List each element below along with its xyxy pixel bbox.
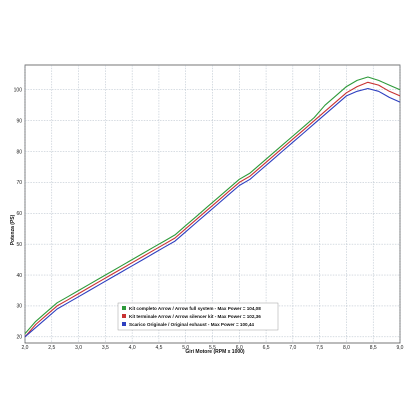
x-tick-label: 5,5 — [209, 345, 216, 351]
x-tick-label: 8,0 — [343, 345, 350, 351]
y-tick-label: 30 — [16, 304, 22, 310]
x-tick-label: 9,0 — [397, 345, 404, 351]
legend-entry-silencer-kit: Kit terminale Arrow / Arrow silencer kit… — [129, 314, 261, 319]
x-tick-label: 3,0 — [75, 345, 82, 351]
legend-entry-original-exhaust: Scarico Originale / Original exhaust - M… — [129, 322, 254, 327]
y-axis-ticks: 20 30 40 50 60 70 80 90 100 — [14, 88, 23, 341]
x-tick-label: 7,5 — [316, 345, 323, 351]
y-tick-label: 100 — [14, 88, 23, 94]
series-lines — [24, 76, 401, 338]
x-axis-ticks: 2,0 2,5 3,0 3,5 4,0 4,5 5,0 5,5 6,0 6,5 7,0 7,5 8,0 8… — [22, 345, 404, 351]
series-line-full-system — [24, 76, 401, 335]
y-tick-label: 60 — [16, 211, 22, 217]
y-tick-label: 80 — [16, 149, 22, 155]
y-tick-label: 20 — [16, 335, 22, 341]
x-tick-label: 2,5 — [48, 345, 55, 351]
legend-swatch-full-system — [122, 306, 126, 310]
grid — [24, 65, 401, 343]
legend-swatch-silencer-kit — [122, 314, 126, 318]
series-line-silencer-kit — [24, 81, 401, 338]
y-tick-label: 40 — [16, 273, 22, 279]
x-axis-label: Giri Motore (RPM x 1000) — [185, 349, 245, 355]
legend-box — [117, 302, 279, 331]
y-axis-label: Potenza (PS) — [10, 214, 16, 245]
y-tick-label: 50 — [16, 242, 22, 248]
x-tick-label: 6,5 — [263, 345, 270, 351]
y-tick-label: 90 — [16, 118, 22, 124]
x-tick-label: 5,0 — [182, 345, 189, 351]
x-tick-label: 3,5 — [102, 345, 109, 351]
legend-entry-full-system: Kit completo Arrow / Arrow full system -… — [129, 306, 261, 311]
x-tick-label: 6,0 — [236, 345, 243, 351]
y-tick-label: 70 — [16, 180, 22, 186]
series-line-original-exhaust — [24, 87, 401, 338]
x-tick-label: 8,5 — [370, 345, 377, 351]
legend-swatch-original-exhaust — [122, 322, 126, 326]
x-tick-label: 2,0 — [22, 345, 29, 351]
x-tick-label: 4,0 — [129, 345, 136, 351]
legend: Kit completo Arrow / Arrow full system -… — [117, 302, 279, 331]
x-tick-label: 4,5 — [155, 345, 162, 351]
x-tick-label: 7,0 — [289, 345, 296, 351]
